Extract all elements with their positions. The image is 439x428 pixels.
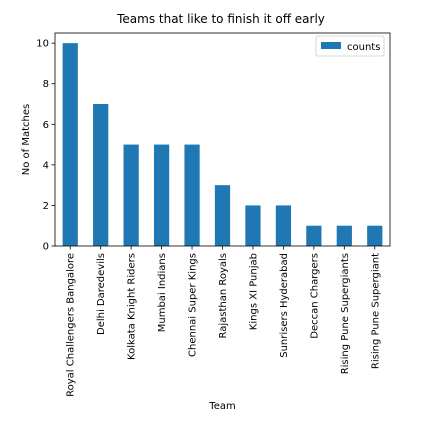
bar [275, 205, 292, 246]
y-tick-label: 0 [43, 242, 49, 253]
legend: counts [315, 35, 385, 57]
bar [214, 185, 231, 246]
y-tick-label: 8 [43, 79, 49, 90]
x-tick-label: Royal Challengers Bangalore [66, 253, 77, 397]
bar [336, 225, 352, 246]
plot-frame [54, 32, 391, 247]
y-axis: 0 2 4 6 8 10 [36, 39, 55, 253]
x-tick-label: Rising Pune Supergiants [340, 253, 351, 374]
y-tick-label: 6 [43, 120, 49, 131]
x-axis: Royal Challengers Bangalore Delhi Daredev… [66, 246, 381, 397]
y-axis-label: No of Matches [21, 104, 32, 175]
x-axis-label: Team [208, 401, 235, 412]
chart-title: Teams that like to finish it off early [116, 12, 325, 26]
x-tick-label: Rajasthan Royals [218, 253, 229, 339]
x-tick-label: Kings XI Punjab [248, 253, 259, 330]
bar [367, 225, 383, 246]
x-tick-label: Rising Pune Supergiant [370, 253, 381, 369]
x-tick-label: Mumbai Indians [157, 253, 168, 332]
bar [184, 144, 200, 246]
bars-layer [62, 43, 383, 247]
bar [245, 205, 261, 246]
bar [62, 43, 78, 247]
y-tick-label: 2 [43, 201, 49, 212]
y-tick-label: 10 [36, 39, 49, 50]
x-tick-label: Deccan Chargers [309, 253, 320, 339]
legend-swatch [321, 42, 341, 49]
bar [123, 144, 139, 246]
legend-label: counts [347, 42, 380, 53]
x-tick-label: Kolkata Knight Riders [127, 253, 138, 360]
bar [153, 144, 170, 246]
bar [306, 225, 322, 246]
x-tick-label: Chennai Super Kings [188, 253, 199, 357]
bar [93, 104, 109, 246]
x-tick-label: Delhi Daredevils [96, 253, 107, 335]
y-tick-label: 4 [43, 160, 49, 171]
legend-box [315, 35, 385, 57]
x-tick-label: Sunrisers Hyderabad [279, 253, 290, 358]
